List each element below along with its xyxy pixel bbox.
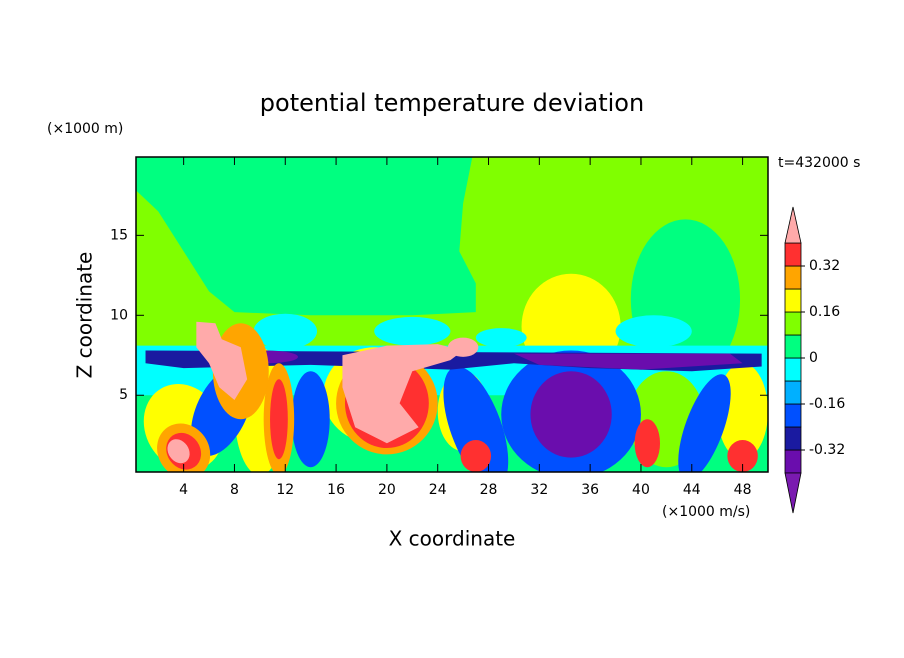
x-tick-label: 12 bbox=[276, 482, 294, 498]
y-axis-label: Z coordinate bbox=[73, 252, 97, 379]
colorbar-box bbox=[784, 403, 802, 428]
y-unit-label: (×1000 m) bbox=[47, 121, 123, 137]
contour-region bbox=[167, 439, 190, 464]
contour-region bbox=[475, 328, 527, 348]
contour-region bbox=[678, 374, 731, 472]
colorbar-box bbox=[784, 380, 802, 405]
contour-region bbox=[136, 157, 476, 316]
contour-region bbox=[530, 371, 612, 458]
x-tick-label: 16 bbox=[327, 482, 345, 498]
colorbar-tick-label: 0 bbox=[809, 350, 818, 366]
colorbar-over bbox=[784, 206, 802, 244]
x-axis-label: X coordinate bbox=[389, 527, 516, 551]
contour-region bbox=[196, 321, 248, 401]
colorbar-box bbox=[784, 242, 802, 267]
x-tick-label: 28 bbox=[480, 482, 498, 498]
colorbar-tick-label: -0.32 bbox=[809, 442, 845, 458]
x-tick-label: 20 bbox=[378, 482, 396, 498]
colorbar-box bbox=[784, 357, 802, 382]
colorbar-box bbox=[784, 334, 802, 359]
colorbar-box bbox=[784, 449, 802, 474]
colorbar-tick-label: -0.16 bbox=[809, 396, 845, 412]
y-tick-label: 5 bbox=[119, 387, 128, 403]
colorbar-tick-label: 0.16 bbox=[809, 304, 840, 320]
x-tick-label: 8 bbox=[230, 482, 239, 498]
y-tick-label: 15 bbox=[110, 227, 128, 243]
contour-region bbox=[634, 419, 661, 468]
contour-field bbox=[136, 157, 768, 472]
colorbar-box bbox=[784, 311, 802, 336]
contour-region bbox=[460, 440, 492, 472]
contour-region bbox=[374, 316, 451, 346]
x-tick-label: 40 bbox=[632, 482, 650, 498]
contour-region bbox=[513, 353, 743, 370]
colorbar-tick-label: 0.32 bbox=[809, 258, 840, 274]
contour-region bbox=[447, 337, 479, 357]
colorbar-under bbox=[784, 472, 802, 514]
x-tick-label: 24 bbox=[429, 482, 447, 498]
y-tick-label: 10 bbox=[110, 307, 128, 323]
colorbar-box bbox=[784, 426, 802, 451]
contour-region bbox=[727, 440, 758, 472]
x-tick-label: 44 bbox=[683, 482, 701, 498]
x-tick-label: 4 bbox=[179, 482, 188, 498]
contour-region bbox=[615, 315, 692, 348]
chart-title: potential temperature deviation bbox=[260, 89, 644, 117]
contour-region bbox=[443, 366, 509, 472]
contour-region bbox=[291, 371, 330, 468]
plot-frame bbox=[135, 156, 769, 473]
contour-region bbox=[270, 379, 288, 460]
colorbar-box bbox=[784, 265, 802, 290]
contour-region bbox=[253, 313, 318, 349]
x-unit-label: (×1000 m/s) bbox=[662, 504, 750, 520]
colorbar-box bbox=[784, 288, 802, 313]
x-tick-label: 48 bbox=[734, 482, 752, 498]
x-tick-label: 36 bbox=[581, 482, 599, 498]
annotation: t=432000 s bbox=[778, 155, 860, 171]
x-tick-label: 32 bbox=[530, 482, 548, 498]
contour-region bbox=[342, 344, 464, 444]
